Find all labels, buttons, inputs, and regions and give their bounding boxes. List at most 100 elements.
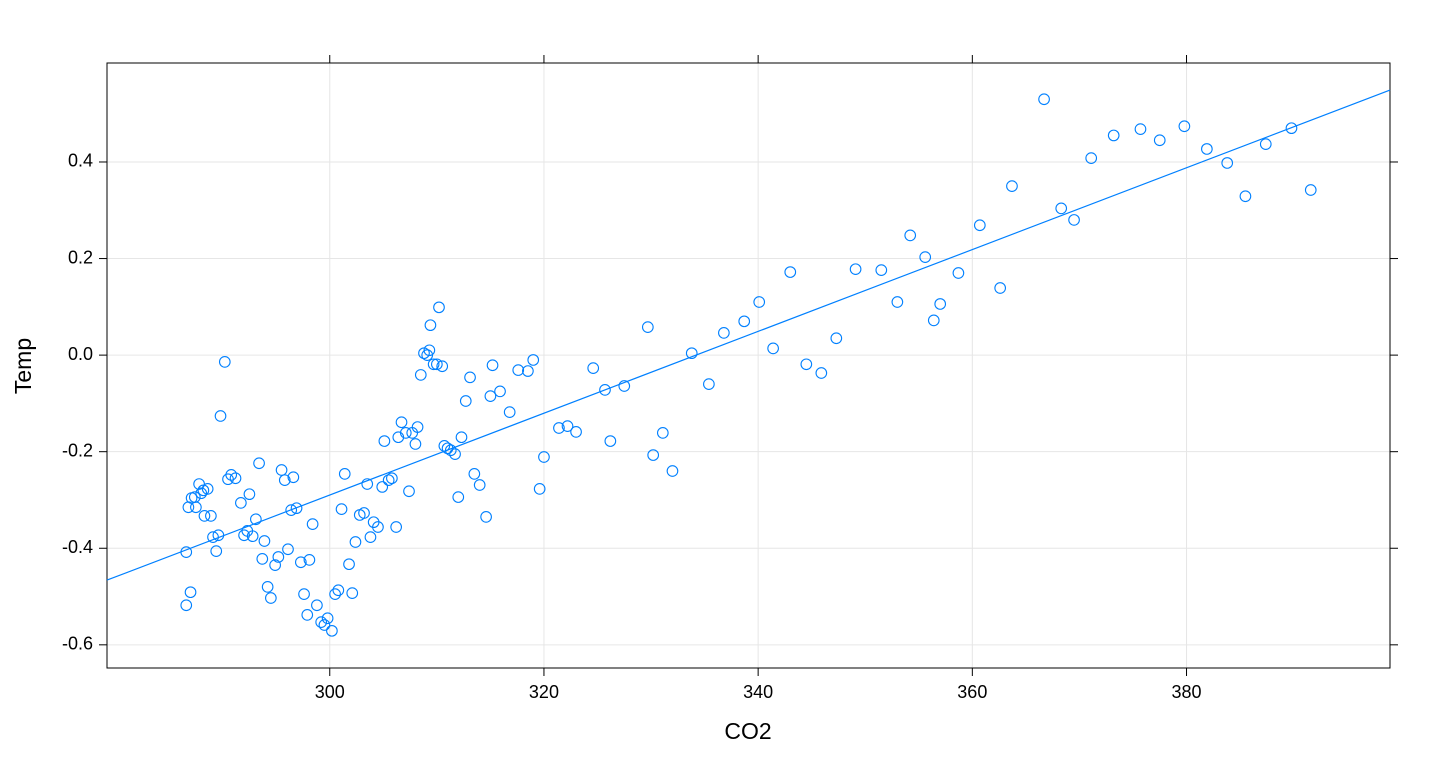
point bbox=[386, 472, 398, 485]
point bbox=[256, 553, 269, 565]
point bbox=[480, 511, 492, 523]
point bbox=[538, 451, 550, 463]
point bbox=[180, 599, 193, 612]
point bbox=[275, 464, 288, 476]
point bbox=[184, 586, 197, 599]
point bbox=[815, 367, 828, 379]
point bbox=[1285, 122, 1298, 135]
point bbox=[599, 384, 611, 396]
point bbox=[464, 371, 476, 384]
point bbox=[452, 491, 465, 503]
point bbox=[830, 332, 843, 345]
point bbox=[849, 263, 862, 276]
x-tick-label: 380 bbox=[1171, 682, 1201, 702]
x-axis-label: CO2 bbox=[724, 718, 771, 744]
point bbox=[423, 344, 436, 357]
point bbox=[1304, 184, 1317, 196]
point bbox=[278, 474, 291, 487]
point bbox=[201, 483, 214, 495]
point bbox=[285, 504, 298, 516]
point bbox=[1107, 129, 1120, 142]
point bbox=[952, 267, 965, 279]
point bbox=[738, 315, 751, 328]
y-axis-label: Temp bbox=[10, 338, 36, 394]
point bbox=[1055, 202, 1068, 215]
point bbox=[685, 347, 698, 360]
point bbox=[282, 543, 294, 556]
point bbox=[431, 358, 443, 371]
point bbox=[494, 385, 506, 398]
point bbox=[553, 422, 565, 434]
y-tick-label: 0.2 bbox=[68, 247, 93, 267]
point bbox=[198, 510, 211, 522]
point bbox=[246, 530, 259, 543]
point bbox=[561, 420, 574, 432]
point bbox=[973, 219, 986, 232]
point bbox=[618, 380, 631, 392]
point bbox=[338, 468, 351, 480]
point bbox=[411, 421, 424, 433]
point bbox=[382, 474, 395, 487]
point bbox=[261, 581, 274, 593]
point bbox=[180, 546, 193, 558]
point bbox=[919, 251, 932, 263]
point bbox=[522, 365, 534, 377]
point bbox=[303, 553, 316, 566]
point bbox=[229, 472, 242, 485]
point bbox=[329, 588, 341, 600]
x-tick-label: 340 bbox=[743, 682, 773, 702]
point bbox=[418, 347, 430, 360]
point bbox=[427, 358, 440, 371]
point bbox=[1201, 143, 1213, 155]
point bbox=[1068, 214, 1080, 226]
point bbox=[332, 584, 345, 597]
point bbox=[1134, 123, 1147, 135]
point bbox=[243, 488, 256, 501]
x-tick-label: 320 bbox=[529, 682, 559, 702]
point bbox=[376, 481, 389, 493]
y-tick-label: -0.6 bbox=[62, 634, 93, 654]
point bbox=[767, 342, 779, 355]
point bbox=[287, 471, 300, 484]
point bbox=[372, 521, 384, 533]
point bbox=[1239, 190, 1252, 203]
trend-line bbox=[106, 89, 1391, 581]
point bbox=[512, 364, 525, 376]
y-tick-label: -0.4 bbox=[62, 537, 93, 557]
point bbox=[214, 410, 227, 422]
point bbox=[784, 266, 797, 278]
point bbox=[318, 619, 331, 631]
point bbox=[258, 535, 271, 547]
point bbox=[346, 587, 359, 600]
point bbox=[235, 497, 247, 509]
point bbox=[225, 469, 238, 481]
point bbox=[800, 358, 813, 371]
point bbox=[335, 503, 348, 515]
point bbox=[891, 296, 904, 308]
point bbox=[272, 551, 285, 563]
y-tick-label: 0.4 bbox=[68, 151, 93, 171]
point bbox=[326, 624, 338, 637]
point bbox=[473, 479, 486, 491]
point bbox=[265, 592, 277, 604]
point bbox=[1006, 180, 1018, 192]
point bbox=[395, 416, 408, 429]
point bbox=[1221, 157, 1234, 169]
x-tick-label: 300 bbox=[315, 682, 345, 702]
y-tick-label: -0.2 bbox=[62, 440, 93, 460]
point bbox=[486, 359, 499, 372]
point bbox=[570, 426, 582, 438]
x-tick-label: 360 bbox=[957, 682, 987, 702]
point bbox=[1259, 138, 1272, 150]
point bbox=[364, 531, 377, 544]
point bbox=[718, 327, 730, 339]
point bbox=[190, 501, 202, 514]
point bbox=[468, 468, 481, 480]
point bbox=[290, 502, 303, 515]
point bbox=[444, 444, 457, 457]
point bbox=[207, 531, 219, 544]
point bbox=[399, 427, 412, 439]
point bbox=[321, 612, 334, 625]
point bbox=[503, 406, 516, 418]
